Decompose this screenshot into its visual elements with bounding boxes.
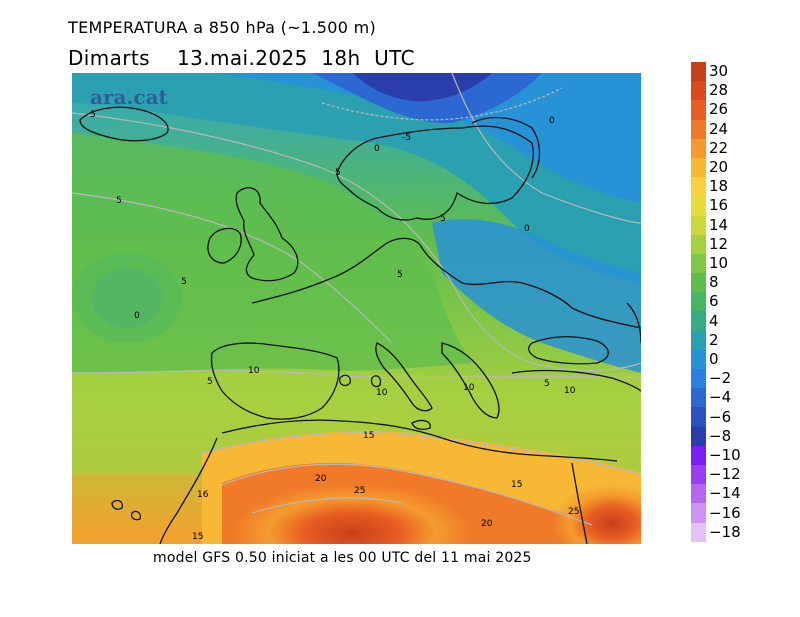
contour-label: 10 bbox=[376, 388, 388, 398]
legend-swatch bbox=[691, 62, 706, 82]
legend-label: −14 bbox=[709, 484, 741, 503]
sahara-core-2 bbox=[552, 483, 641, 544]
map-svg: ara.cat 5 0 -5 0 5 5 5 0 5 5 0 5 10 10 1… bbox=[72, 73, 641, 544]
logo-text: ara.cat bbox=[90, 85, 169, 109]
legend-label: −2 bbox=[709, 369, 732, 388]
contour-label: 10 bbox=[248, 366, 260, 376]
contour-label: 0 bbox=[524, 224, 530, 234]
legend-label: 4 bbox=[709, 311, 719, 330]
legend-swatch bbox=[691, 81, 706, 101]
legend-label: 16 bbox=[709, 196, 729, 215]
legend-swatch bbox=[691, 330, 706, 350]
contour-label: 5 bbox=[181, 277, 187, 287]
legend-swatch bbox=[691, 522, 706, 542]
legend-label: −4 bbox=[709, 388, 732, 407]
contour-label: 5 bbox=[90, 110, 96, 120]
contour-label: 0 bbox=[549, 116, 555, 126]
legend-swatch bbox=[691, 349, 706, 369]
contour-label: 15 bbox=[192, 532, 203, 542]
cold-core-deep bbox=[352, 73, 492, 102]
legend-swatch bbox=[691, 369, 706, 389]
contour-label: 10 bbox=[564, 386, 576, 396]
contour-label: -5 bbox=[402, 133, 411, 143]
legend-label: 30 bbox=[709, 62, 729, 80]
legend-label: 18 bbox=[709, 177, 729, 196]
legend-label: −12 bbox=[709, 465, 741, 484]
coastlines bbox=[79, 106, 641, 544]
legend-swatch bbox=[691, 464, 706, 485]
cold-band-2 bbox=[212, 73, 641, 203]
legend-swatch bbox=[691, 311, 706, 331]
legend-swatch bbox=[691, 119, 706, 139]
contour-label: 5 bbox=[440, 214, 446, 224]
legend-swatch bbox=[691, 445, 706, 465]
legend-swatch bbox=[691, 157, 706, 178]
legend-label: 14 bbox=[709, 215, 729, 234]
contour-label: 5 bbox=[397, 270, 403, 280]
legend-swatch bbox=[691, 273, 706, 293]
legend-label: −16 bbox=[709, 503, 741, 522]
legend-label: 12 bbox=[709, 234, 729, 253]
legend-swatch bbox=[691, 484, 706, 504]
legend-label: 8 bbox=[709, 273, 719, 292]
legend-swatch bbox=[691, 426, 706, 446]
contour-label: 20 bbox=[481, 519, 493, 529]
contour-label: 5 bbox=[335, 168, 341, 178]
contour-label: 15 bbox=[363, 431, 374, 441]
contour-label: 15 bbox=[511, 480, 522, 490]
legend-label: 26 bbox=[709, 100, 729, 119]
legend-label: −10 bbox=[709, 446, 741, 464]
contour-labels: 5 0 -5 0 5 5 5 0 5 5 0 5 10 10 10 5 10 1… bbox=[90, 110, 579, 542]
isotherms bbox=[72, 73, 641, 526]
legend-swatch bbox=[691, 196, 706, 216]
legend-label: 2 bbox=[709, 330, 719, 349]
chart-title: TEMPERATURA a 850 hPa (~1.500 m) bbox=[68, 18, 377, 37]
contour-label: 25 bbox=[568, 507, 579, 517]
sahara-core bbox=[232, 483, 472, 544]
legend-label: −6 bbox=[709, 407, 732, 426]
legend-label: 28 bbox=[709, 81, 729, 100]
temperature-map: ara.cat 5 0 -5 0 5 5 5 0 5 5 0 5 10 10 1… bbox=[72, 73, 641, 544]
legend-swatch bbox=[691, 215, 706, 235]
contour-label: 16 bbox=[197, 490, 209, 500]
legend-swatch bbox=[691, 177, 706, 197]
legend-swatch bbox=[691, 138, 706, 158]
contour-label: 5 bbox=[116, 196, 122, 206]
legend-swatch bbox=[691, 253, 706, 274]
legend-label: −18 bbox=[709, 522, 741, 541]
contour-label: 20 bbox=[315, 474, 327, 484]
contour-label: 0 bbox=[134, 311, 140, 321]
contour-label: 5 bbox=[207, 377, 213, 387]
contour-label: 10 bbox=[463, 383, 475, 393]
legend-label: 0 bbox=[709, 350, 719, 368]
legend-swatch bbox=[691, 388, 706, 408]
contour-label: 5 bbox=[544, 379, 550, 389]
central-green bbox=[72, 133, 472, 373]
color-legend bbox=[691, 62, 706, 542]
cold-east bbox=[432, 219, 641, 373]
legend-swatch bbox=[691, 407, 706, 427]
legend-label: −8 bbox=[709, 426, 732, 445]
chart-subtitle: Dimarts 13.mai.2025 18h UTC bbox=[68, 46, 415, 70]
legend-label: 10 bbox=[709, 254, 729, 272]
contour-label: 25 bbox=[354, 486, 365, 496]
legend-label: 6 bbox=[709, 292, 719, 311]
legend-swatch bbox=[691, 292, 706, 312]
legend-label: 20 bbox=[709, 158, 729, 176]
legend-label: 24 bbox=[709, 119, 729, 138]
legend-swatch bbox=[691, 100, 706, 120]
legend-label: 22 bbox=[709, 138, 729, 157]
legend-swatch bbox=[691, 503, 706, 523]
contour-label: 0 bbox=[374, 144, 380, 154]
model-footer: model GFS 0.50 iniciat a les 00 UTC del … bbox=[153, 550, 532, 566]
legend-swatch bbox=[691, 234, 706, 254]
